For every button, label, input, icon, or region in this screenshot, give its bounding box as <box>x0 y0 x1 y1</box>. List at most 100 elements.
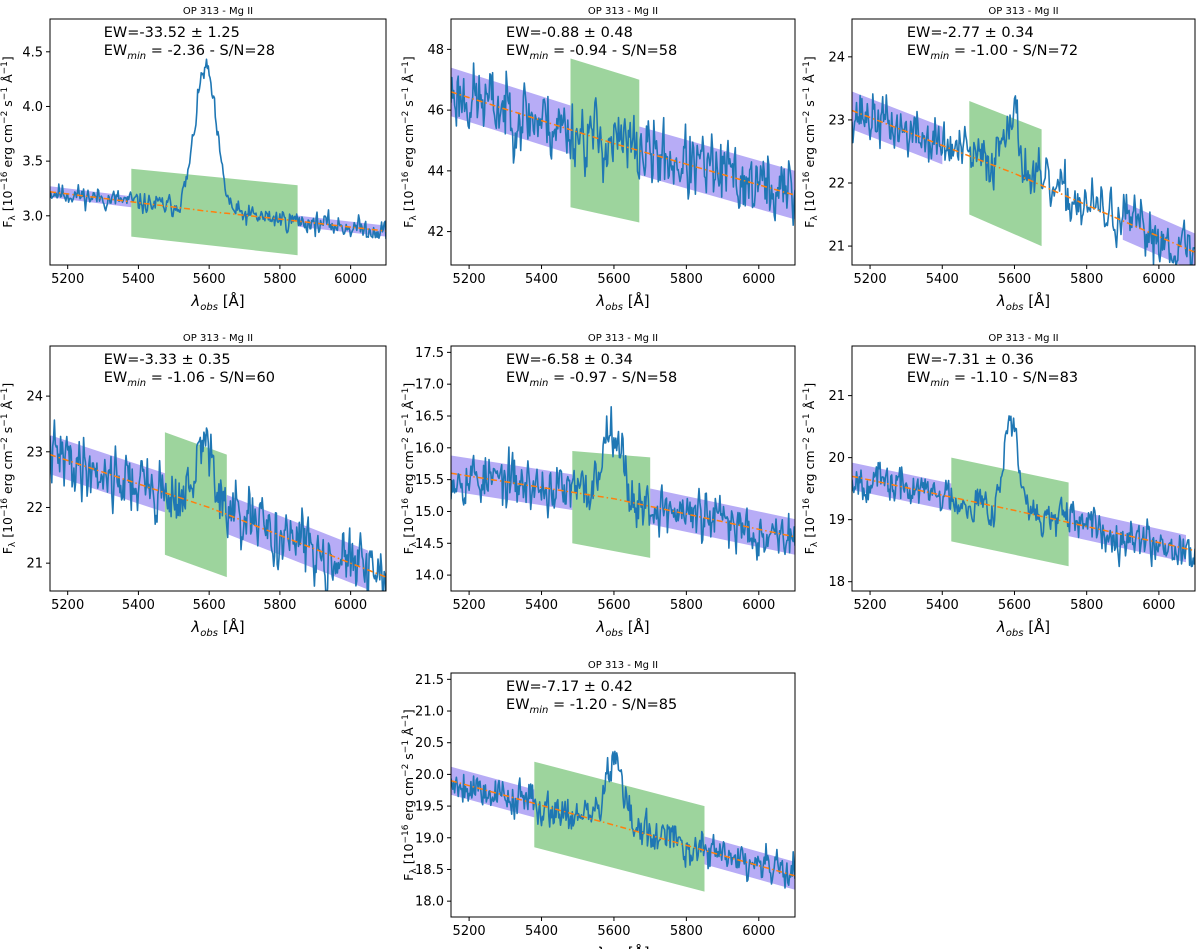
ylabel-f: F <box>401 221 416 228</box>
continuum-fit-line <box>451 472 795 538</box>
y-axis-label: Fλ [10−16 erg cm−2 s−1 Å−1] <box>0 56 18 228</box>
ylabel-text: Å <box>802 400 817 413</box>
ylabel-sup: −2 <box>401 764 411 777</box>
x-tick-label: 5400 <box>525 924 558 939</box>
ewmin-sub: min <box>530 705 549 716</box>
ylabel-text: s <box>401 100 416 111</box>
plot-area <box>50 58 386 256</box>
ylabel-text: s <box>802 100 817 111</box>
y-axis-label: Fλ [10−16 erg cm−2 s−1 Å−1] <box>401 709 419 881</box>
ylabel-text: Å <box>401 74 416 87</box>
y-tick-label: 16.5 <box>415 410 444 425</box>
x-tick-label: 5800 <box>263 272 296 287</box>
continuum-fit-line <box>50 453 386 578</box>
ewmin-value: = -0.97 - S/N=58 <box>548 370 677 386</box>
ylabel-text: ] <box>0 56 15 61</box>
y-tick-label: 18.5 <box>415 863 444 878</box>
x-axis-label: λobs [Å] <box>595 943 649 949</box>
ewmin-value: = -2.36 - S/N=28 <box>146 43 275 59</box>
x-tick-label: 5200 <box>51 598 84 613</box>
ewmin-label: EW <box>907 43 931 59</box>
x-tick-label: 5200 <box>854 272 887 287</box>
y-tick-label: 48 <box>427 43 444 58</box>
plot-area <box>451 750 795 892</box>
spectrum-line <box>50 58 386 239</box>
ylabel-sup: −2 <box>401 111 411 124</box>
ylabel-text: erg cm <box>0 124 15 172</box>
x-tick-label: 6000 <box>1142 272 1175 287</box>
x-tick-label: 5800 <box>263 598 296 613</box>
y-tick-label: 24 <box>26 390 43 405</box>
xlabel-sub: obs <box>605 302 623 313</box>
plot-area <box>852 415 1195 568</box>
ylabel-sup: −16 <box>401 824 411 843</box>
chart-title: OP 313 - Mg II <box>183 333 253 344</box>
ewmin-sub: min <box>930 378 949 389</box>
x-tick-label: 5800 <box>670 598 703 613</box>
ylabel-sub: λ <box>409 215 419 221</box>
panel-1: OP 313 - Mg II 5200 5400 5600 5800 6000 3.0 3.5… <box>0 6 387 313</box>
x-tick-label: 5400 <box>525 272 558 287</box>
y-tick-label: 21.0 <box>415 705 444 720</box>
x-tick-label: 5800 <box>670 924 703 939</box>
y-tick-label: 4.5 <box>22 45 43 60</box>
ewmin-annotation: EWmin = -1.00 - S/N=72 <box>907 43 1078 62</box>
y-tick-label: 19 <box>828 513 845 528</box>
ewmin-label: EW <box>506 697 530 713</box>
chart-title: OP 313 - Mg II <box>183 6 253 17</box>
ylabel-text: ] <box>401 383 416 388</box>
x-axis-label: λobs [Å] <box>595 291 649 313</box>
y-tick-label: 46 <box>427 104 444 119</box>
ylabel-f: F <box>401 874 416 881</box>
x-tick-label: 6000 <box>1142 598 1175 613</box>
line-window <box>570 58 640 223</box>
x-tick-label: 5400 <box>525 598 558 613</box>
x-tick-label: 5400 <box>926 598 959 613</box>
x-tick-label: 6000 <box>742 598 775 613</box>
spectrum-line <box>451 62 795 226</box>
ylabel-sup: −16 <box>0 498 10 517</box>
y-tick-label: 23 <box>26 445 43 460</box>
x-tick-label: 5200 <box>51 272 84 287</box>
spectrum-line <box>451 406 795 561</box>
x-tick-label: 5400 <box>926 272 959 287</box>
ylabel-text: [10 <box>0 190 15 215</box>
axes-frame <box>49 345 387 592</box>
x-tick-label: 6000 <box>742 272 775 287</box>
xlabel-unit: [Å] <box>623 943 650 949</box>
x-tick-label: 6000 <box>742 924 775 939</box>
ewmin-value: = -1.06 - S/N=60 <box>146 370 275 386</box>
x-tick-label: 5600 <box>597 924 630 939</box>
ylabel-text: ] <box>401 709 416 714</box>
x-tick-label: 5400 <box>122 272 155 287</box>
ylabel-text: Å <box>0 400 15 413</box>
ylabel-sup: −16 <box>401 498 411 517</box>
ylabel-sup: −1 <box>802 413 812 426</box>
ylabel-text: erg cm <box>802 124 817 172</box>
panel-7: OP 313 - Mg II 5200 5400 5600 5800 6000 18.0 18… <box>401 660 796 949</box>
ylabel-text: [10 <box>401 190 416 215</box>
ylabel-f: F <box>0 547 15 554</box>
ylabel-text: s <box>0 100 15 111</box>
ylabel-sup: −1 <box>0 61 10 74</box>
spectrum-line <box>50 419 386 591</box>
y-tick-label: 20.0 <box>415 768 444 783</box>
chart-title: OP 313 - Mg II <box>588 660 658 671</box>
ew-annotation: EW=-6.58 ± 0.34 <box>506 352 633 368</box>
x-tick-label: 5600 <box>998 598 1031 613</box>
y-tick-label: 19.0 <box>415 831 444 846</box>
ylabel-f: F <box>401 547 416 554</box>
ewmin-sub: min <box>530 51 549 62</box>
spectrum-line <box>451 750 795 889</box>
ylabel-text: erg cm <box>401 450 416 498</box>
y-tick-label: 15.5 <box>415 473 444 488</box>
ylabel-sub: λ <box>8 541 18 547</box>
y-tick-label: 14.5 <box>415 537 444 552</box>
ylabel-text: ] <box>802 383 817 388</box>
panel-6: OP 313 - Mg II 5200 5400 5600 5800 6000 18 19 20… <box>802 333 1196 639</box>
ylabel-sup: −2 <box>0 437 10 450</box>
y-axis-label: Fλ [10−16 erg cm−2 s−1 Å−1] <box>802 383 820 555</box>
ew-annotation: EW=-2.77 ± 0.34 <box>907 25 1034 41</box>
x-tick-label: 5800 <box>670 272 703 287</box>
